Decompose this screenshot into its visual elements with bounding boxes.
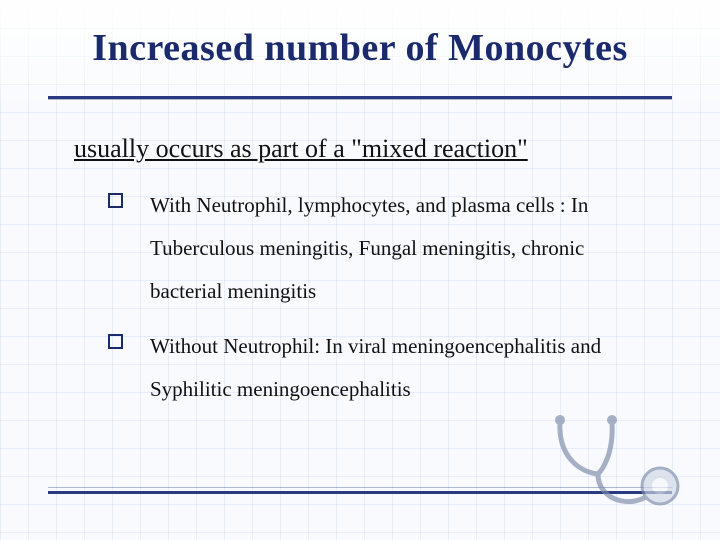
- slide-subtitle: usually occurs as part of a "mixed react…: [74, 134, 528, 164]
- list-item: Without Neutrophil: In viral meningoence…: [108, 325, 650, 411]
- title-divider: [48, 96, 672, 99]
- slide: Increased number of Monocytes usually oc…: [0, 0, 720, 540]
- square-bullet-icon: [108, 334, 123, 349]
- stethoscope-icon: [540, 412, 690, 522]
- list-item: With Neutrophil, lymphocytes, and plasma…: [108, 184, 650, 313]
- slide-title: Increased number of Monocytes: [0, 26, 720, 70]
- bullet-text: Without Neutrophil: In viral meningoence…: [150, 334, 601, 401]
- bullet-text: With Neutrophil, lymphocytes, and plasma…: [150, 193, 588, 303]
- bullet-list: With Neutrophil, lymphocytes, and plasma…: [108, 184, 650, 423]
- square-bullet-icon: [108, 193, 123, 208]
